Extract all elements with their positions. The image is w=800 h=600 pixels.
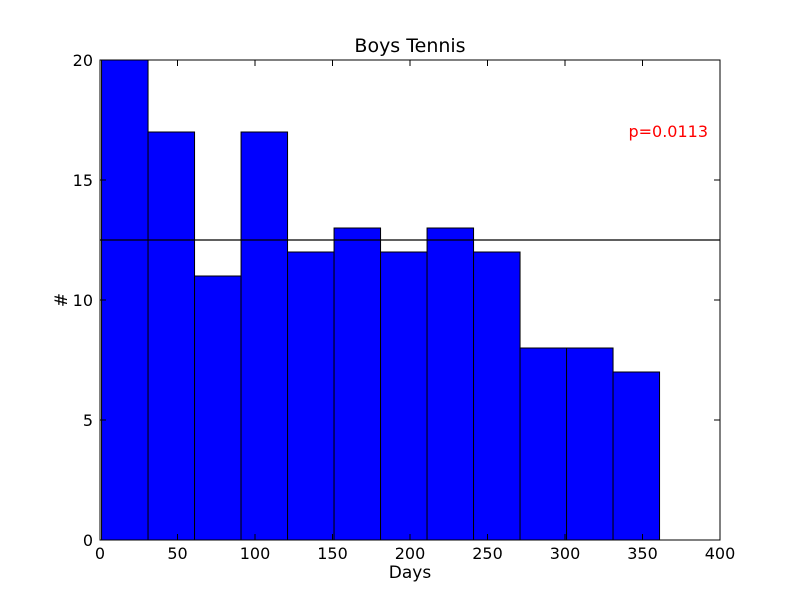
histogram-bar xyxy=(194,275,242,541)
y-axis-ticks: 0 5 10 15 20 xyxy=(73,51,720,550)
x-tick-label: 300 xyxy=(550,544,581,563)
x-tick-label: 350 xyxy=(627,544,658,563)
y-tick-label: 5 xyxy=(83,411,93,430)
p-value-annotation: p=0.0113 xyxy=(628,122,708,141)
x-axis-label: Days xyxy=(389,563,432,583)
x-tick-label: 250 xyxy=(472,544,503,563)
chart-title: Boys Tennis xyxy=(354,35,465,57)
y-tick-label: 20 xyxy=(73,51,93,70)
x-tick-label: 150 xyxy=(317,544,348,563)
y-tick-label: 15 xyxy=(73,171,93,190)
histogram-bar xyxy=(380,251,428,541)
histogram-bar xyxy=(147,131,196,541)
x-tick-label: 0 xyxy=(95,544,105,563)
y-tick-label: 10 xyxy=(73,291,93,310)
histogram-bar xyxy=(473,251,521,541)
x-axis-ticks: 0 50 100 150 200 250 300 350 400 xyxy=(95,60,735,563)
y-tick-label: 0 xyxy=(83,531,93,550)
x-tick-label: 200 xyxy=(395,544,426,563)
bars-group xyxy=(101,59,661,541)
histogram-bar xyxy=(519,347,568,541)
histogram-bar xyxy=(287,251,335,541)
y-axis-label: # xyxy=(52,293,72,307)
histogram-bar xyxy=(101,59,149,541)
x-tick-label: 50 xyxy=(167,544,187,563)
histogram-bar xyxy=(240,131,289,541)
histogram-bar xyxy=(566,347,614,541)
histogram-bar xyxy=(333,227,382,541)
histogram-bar xyxy=(612,371,661,541)
histogram-bar xyxy=(426,227,475,541)
x-tick-label: 400 xyxy=(705,544,736,563)
x-tick-label: 100 xyxy=(240,544,271,563)
